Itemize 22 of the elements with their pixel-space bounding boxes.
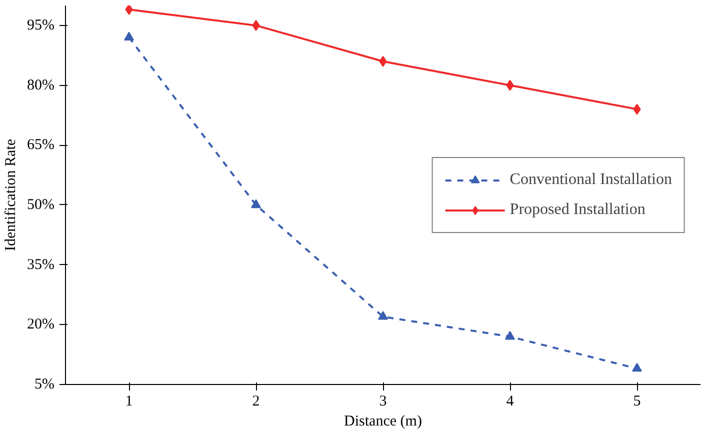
y-tick-label: 35% <box>27 256 55 273</box>
legend-label: Conventional Installation <box>510 170 672 188</box>
x-tick-label: 1 <box>125 394 133 410</box>
point <box>251 199 261 208</box>
x-axis-title: Distance (m) <box>344 414 422 430</box>
y-tick-label: 65% <box>27 137 55 154</box>
y-tick-label: 20% <box>27 316 55 333</box>
point <box>505 330 515 340</box>
y-tick-label: 80% <box>27 77 55 94</box>
point <box>125 6 133 15</box>
legend-label: Proposed Installation <box>510 200 646 218</box>
y-tick-label: 50% <box>27 196 55 213</box>
point <box>632 362 642 372</box>
point <box>378 310 388 320</box>
x-tick-label: 3 <box>379 394 387 410</box>
y-tick-label: 5% <box>34 376 55 392</box>
point <box>124 32 134 41</box>
x-tick-label: 2 <box>252 394 260 410</box>
x-tick-label: 4 <box>506 394 514 410</box>
y-axis-title: Identification Rate <box>3 138 20 252</box>
y-tick-label: 95% <box>27 17 55 34</box>
x-tick-label: 5 <box>633 394 641 410</box>
